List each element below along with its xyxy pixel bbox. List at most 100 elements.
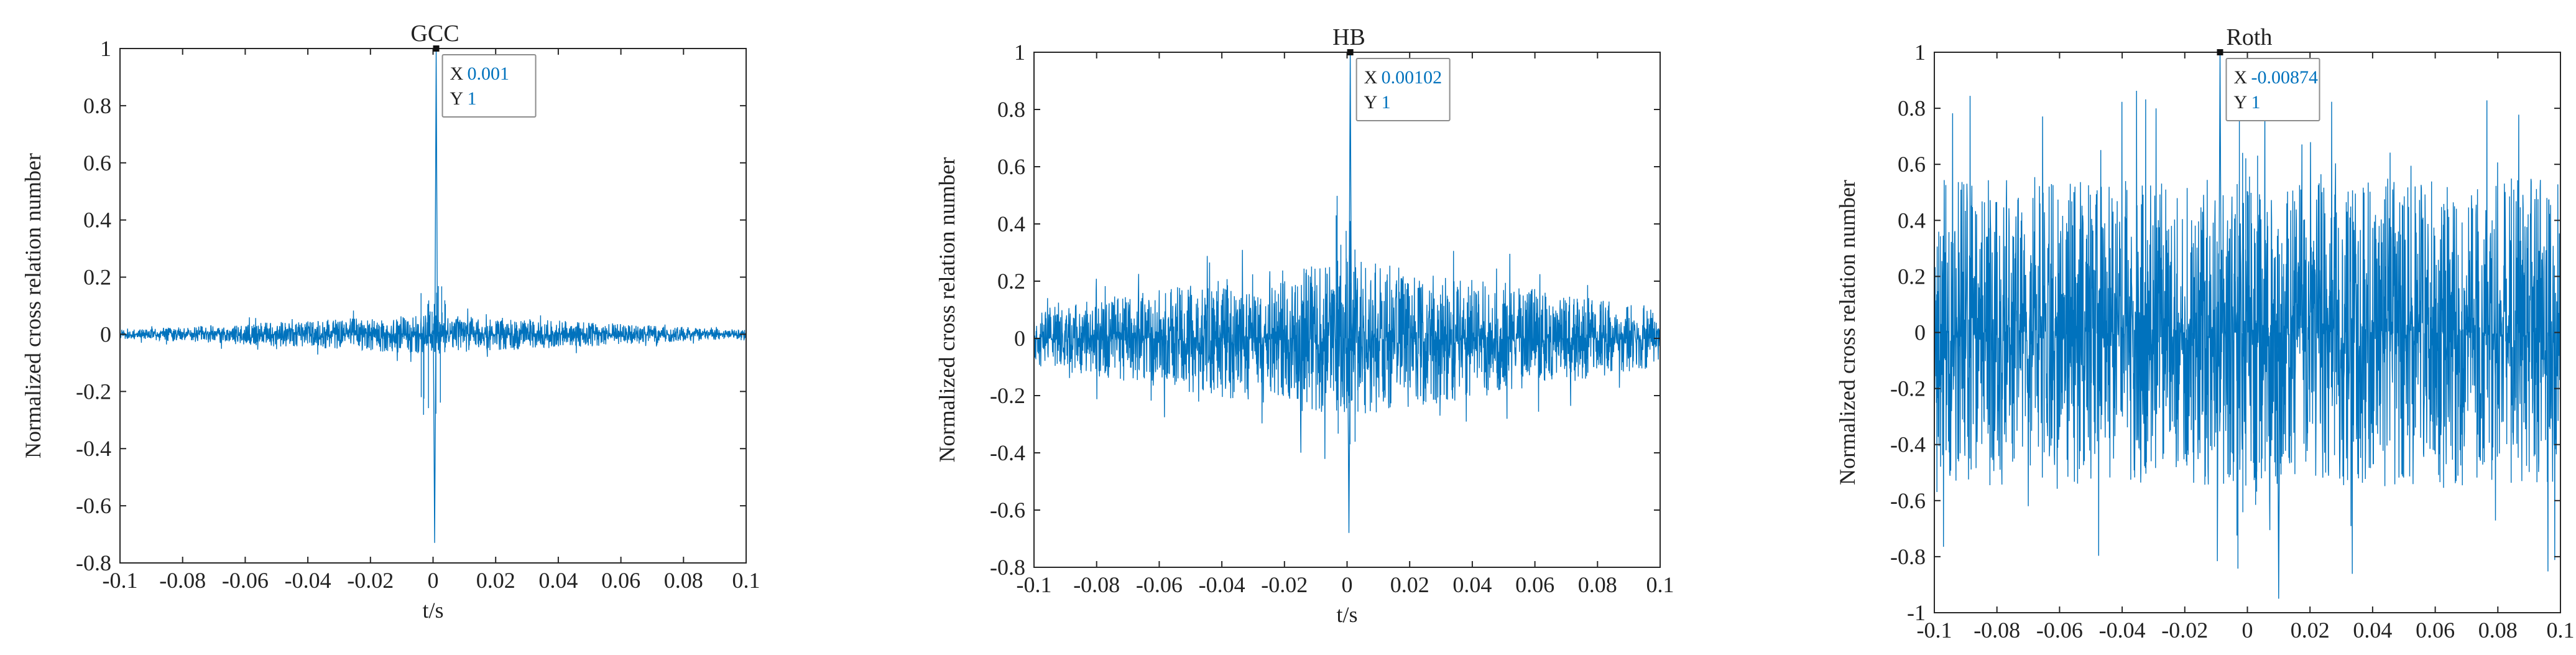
y-tick-label: -0.8 [990, 555, 1025, 580]
datatip-box [2225, 58, 2320, 121]
datatip-x-value: -0.00874 [2251, 67, 2318, 88]
plot-axes-box [119, 48, 747, 564]
datatip-y-label: Y [450, 88, 464, 109]
datatip-y-value: 1 [2251, 92, 2260, 113]
signal-series-line [120, 49, 746, 543]
y-tick-label: 0.6 [997, 154, 1025, 179]
x-tick-label: 0.02 [1390, 572, 1429, 597]
x-tick-label: 0.06 [2416, 618, 2455, 643]
x-tick-label: -0.04 [285, 568, 331, 593]
y-tick-label: -0.2 [76, 379, 111, 404]
datatip-y-label: Y [1364, 92, 1378, 113]
y-tick-label: -0.4 [990, 440, 1025, 465]
y-tick-label: -0.4 [76, 436, 111, 461]
x-tick-label: 0.02 [476, 568, 515, 593]
chart-title: HB [1332, 24, 1365, 50]
y-tick-label: -0.6 [990, 498, 1025, 523]
y-tick-label: -0.2 [1890, 376, 1926, 401]
y-axis-label: Normalized cross relation number [21, 153, 45, 458]
y-tick-label: 0.8 [1898, 96, 1926, 121]
datatip-box [1355, 58, 1451, 121]
x-tick-label: 0.06 [601, 568, 640, 593]
datatip-y-label: Y [2233, 92, 2247, 113]
y-tick-label: -0.8 [76, 550, 111, 575]
chart-panel-2: -0.1 -0.08 -0.06 -0.04 -0.02 0 0.02 0.04 0.06 0.0… [935, 24, 1674, 627]
y-tick-label: -0.6 [76, 493, 111, 518]
y-tick-label: 0.6 [1898, 152, 1926, 177]
x-tick-label: 0 [1342, 572, 1353, 597]
x-tick-label: 0.06 [1515, 572, 1554, 597]
chart-panel-3: -0.1 -0.08 -0.06 -0.04 -0.02 0 0.02 0.04 0.06 0.0… [1835, 24, 2575, 655]
x-tick-label: -0.08 [1974, 618, 2020, 643]
x-tick-label: 0.08 [2478, 618, 2518, 643]
datatip-marker [2217, 49, 2223, 55]
signal-series-line [1034, 52, 1660, 533]
x-tick-label: 0.1 [1646, 572, 1674, 597]
x-axis-label: t/s [1336, 602, 1357, 627]
x-tick-label: 0.02 [2291, 618, 2330, 643]
x-tick-label: 0.1 [2547, 618, 2575, 643]
y-tick-label: 1 [100, 36, 111, 61]
x-tick-label: 0.04 [538, 568, 578, 593]
x-tick-label: 0 [428, 568, 439, 593]
x-tick-label: 0.1 [732, 568, 760, 593]
y-tick-label: 1 [1014, 40, 1025, 65]
y-tick-label: -0.6 [1890, 488, 1926, 513]
datatip-x-label: X [1364, 67, 1378, 88]
y-tick-label: -1 [1907, 600, 1926, 625]
y-tick-label: 0.4 [997, 211, 1025, 236]
x-tick-label: -0.04 [1199, 572, 1245, 597]
datatip-y-value: 1 [468, 88, 477, 109]
x-tick-label: -0.02 [347, 568, 394, 593]
x-axis-label: t/s [422, 598, 443, 623]
y-tick-label: -0.8 [1890, 544, 1926, 569]
y-tick-label: 0.4 [83, 208, 111, 233]
datatip-y-value: 1 [1382, 92, 1391, 113]
x-tick-label: -0.1 [103, 568, 138, 593]
y-axis-label: Normalized cross relation number [1835, 180, 1860, 485]
datatip-x-value: 0.00102 [1382, 67, 1443, 88]
y-tick-label: 0.2 [83, 265, 111, 290]
x-tick-label: -0.1 [1017, 572, 1052, 597]
y-tick-label: 0.8 [997, 97, 1025, 122]
y-tick-label: 0.2 [997, 269, 1025, 294]
datatip-x-label: X [2233, 67, 2247, 88]
x-tick-label: 0.04 [1452, 572, 1492, 597]
x-tick-label: 0.08 [664, 568, 703, 593]
y-tick-label: -0.2 [990, 383, 1025, 408]
x-tick-label: 0 [2242, 618, 2253, 643]
chart-title: GCC [410, 21, 459, 47]
x-tick-label: -0.06 [2036, 618, 2083, 643]
datatip-box [441, 54, 537, 118]
y-axis-label: Normalized cross relation number [935, 157, 959, 463]
datatip-marker [1347, 49, 1354, 55]
x-tick-label: -0.02 [1261, 572, 1308, 597]
y-tick-label: -0.4 [1890, 432, 1926, 457]
x-tick-label: -0.02 [2161, 618, 2208, 643]
chart-title: Roth [2227, 24, 2273, 50]
datatip-marker [433, 45, 440, 52]
x-tick-label: -0.06 [1136, 572, 1183, 597]
x-axis-label: t/s [2237, 648, 2258, 652]
datatip-x-label: X [450, 63, 464, 84]
y-tick-label: 0.6 [83, 151, 111, 175]
x-tick-label: -0.08 [159, 568, 206, 593]
y-tick-label: 0 [1914, 320, 1926, 345]
x-tick-label: -0.08 [1073, 572, 1120, 597]
chart-panel-1: -0.1 -0.08 -0.06 -0.04 -0.02 0 0.02 0.04 0.06 0.0… [21, 21, 760, 623]
signal-series-line [1934, 52, 2560, 599]
x-tick-label: -0.06 [222, 568, 269, 593]
y-tick-label: 0.2 [1898, 264, 1926, 289]
x-tick-label: 0.04 [2353, 618, 2392, 643]
datatip-x-value: 0.001 [468, 63, 510, 84]
x-tick-label: -0.04 [2099, 618, 2146, 643]
y-tick-label: 1 [1914, 40, 1926, 65]
y-tick-label: 0.8 [83, 93, 111, 118]
y-tick-label: 0 [100, 322, 111, 346]
x-tick-label: -0.1 [1917, 618, 1952, 643]
y-tick-label: 0 [1014, 326, 1025, 351]
y-tick-label: 0.4 [1898, 208, 1926, 233]
x-tick-label: 0.08 [1578, 572, 1617, 597]
